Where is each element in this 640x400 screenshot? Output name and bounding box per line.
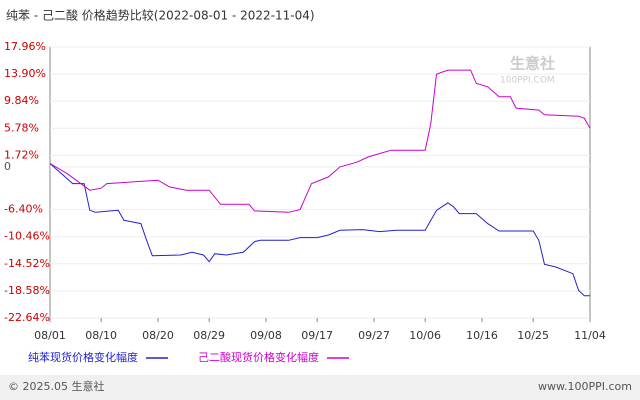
y-tick-label: -22.64% <box>4 311 50 324</box>
footer-copyright: © 2025.05 生意社 <box>8 379 104 393</box>
y-tick-label: -14.52% <box>4 257 50 270</box>
x-tick-label: 09/08 <box>250 329 282 342</box>
series-line <box>49 69 591 213</box>
legend-label: 纯苯现货价格变化幅度 <box>28 350 138 364</box>
watermark: 100PPI.COM <box>500 76 555 86</box>
y-tick-label: 0 <box>4 160 11 173</box>
x-tick-label: 08/20 <box>142 329 174 342</box>
y-tick-label: 9.84% <box>4 94 39 107</box>
x-tick-label: 08/01 <box>34 329 66 342</box>
y-tick-label: 1.72% <box>4 148 39 161</box>
footer-site: www.100PPI.com <box>538 380 632 393</box>
x-tick-label: 10/16 <box>466 329 498 342</box>
series-line <box>49 163 590 297</box>
x-tick-label: 09/27 <box>358 329 390 342</box>
x-tick-label: 09/17 <box>301 329 333 342</box>
y-tick-label: -18.58% <box>4 284 50 297</box>
x-tick-label: 10/06 <box>409 329 441 342</box>
x-tick-label: 08/29 <box>193 329 225 342</box>
x-tick-label: 08/10 <box>85 329 117 342</box>
legend-label: 己二酸现货价格变化幅度 <box>198 350 319 364</box>
y-tick-label: -10.46% <box>4 230 50 243</box>
chart-title: 纯苯 - 己二酸 价格趋势比较(2022-08-01 - 2022-11-04) <box>6 8 315 23</box>
watermark: 生意社 <box>510 55 555 73</box>
y-tick-label: 5.78% <box>4 121 39 134</box>
x-tick-label: 11/04 <box>574 329 606 342</box>
y-tick-label: 17.96% <box>4 40 46 53</box>
y-tick-label: 13.90% <box>4 67 46 80</box>
x-tick-label: 10/25 <box>517 329 549 342</box>
y-tick-label: -6.40% <box>4 203 43 216</box>
footer-band <box>0 375 640 400</box>
